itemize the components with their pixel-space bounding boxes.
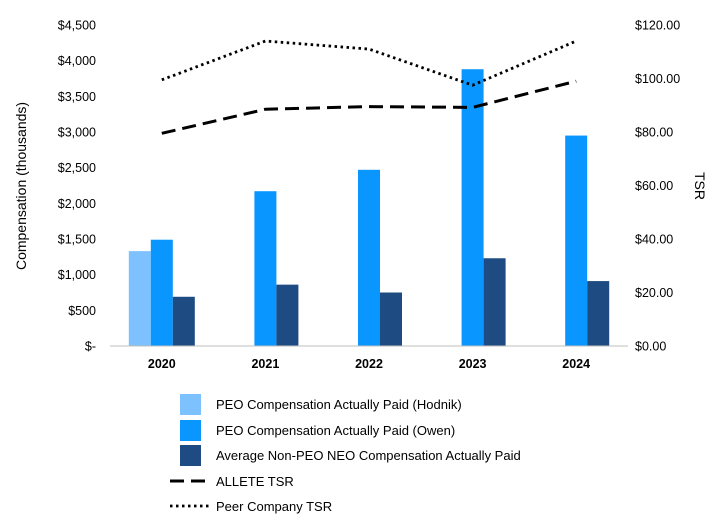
y-tick-label-4: $2,000 (58, 197, 96, 211)
y2-tick-label-0: $0.00 (635, 340, 666, 354)
bar-2022-series-1 (358, 169, 380, 346)
y2-axis-title: TSR (692, 172, 708, 200)
y-tick-label-5: $2,500 (58, 161, 96, 175)
y2-tick-label-4: $80.00 (635, 126, 673, 140)
bar-2023-series-2 (483, 258, 506, 346)
legend-label-4: Peer Company TSR (216, 499, 332, 514)
y-tick-label-1: $500 (68, 304, 96, 318)
bars (128, 69, 610, 346)
bar-2020-series-1 (150, 239, 173, 346)
y-tick-label-7: $3,500 (58, 90, 96, 104)
x-axis-labels: 2020 2021 2022 2023 2024 (148, 357, 590, 371)
x-tick-label-0: 2020 (148, 357, 176, 371)
legend-label-2: Average Non-PEO NEO Compensation Actuall… (216, 448, 521, 463)
legend-label-3: ALLETE TSR (216, 474, 294, 489)
y-axis-title: Compensation (thousands) (13, 102, 29, 270)
y-tick-label-8: $4,000 (58, 54, 96, 68)
bar-2024-series-1 (565, 135, 588, 346)
legend-label-1: PEO Compensation Actually Paid (Owen) (216, 423, 455, 438)
bar-2022-series-2 (380, 292, 402, 346)
x-tick-label-2: 2022 (355, 357, 383, 371)
y-tick-label-6: $3,000 (58, 126, 96, 140)
y-tick-label-9: $4,500 (58, 19, 96, 33)
y2-tick-label-6: $120.00 (635, 19, 680, 33)
tsr-line-0 (161, 79, 577, 135)
y2-tick-label-3: $60.00 (635, 179, 673, 193)
bar-2020-series-2 (172, 296, 195, 346)
bar-2024-series-2 (587, 281, 610, 346)
y2-tick-label-5: $100.00 (635, 72, 680, 86)
bar-2021-series-1 (254, 191, 277, 346)
y-tick-label-3: $1,500 (58, 233, 96, 247)
bar-2021-series-2 (276, 284, 299, 346)
legend: PEO Compensation Actually Paid (Hodnik) P… (170, 394, 521, 514)
bar-2023-series-1 (461, 69, 484, 346)
bar-2020-series-0 (128, 251, 151, 346)
y2-tick-label-2: $40.00 (635, 233, 673, 247)
y-tick-label-0: $- (85, 340, 96, 354)
x-tick-label-4: 2024 (562, 357, 590, 371)
legend-swatch-1 (180, 420, 201, 441)
left-y-axis: $- $500 $1,000 $1,500 $2,000 $2,500 $3,000 $3,5… (58, 19, 96, 354)
right-y-axis: $0.00 $20.00 $40.00 $60.00 $80.00 $100.00 $120… (635, 19, 680, 354)
tsr-lines (161, 39, 577, 135)
legend-swatch-2 (180, 445, 201, 466)
x-tick-label-1: 2021 (251, 357, 279, 371)
legend-swatch-0 (180, 394, 201, 415)
legend-label-0: PEO Compensation Actually Paid (Hodnik) (216, 397, 462, 412)
x-tick-label-3: 2023 (459, 357, 487, 371)
y-tick-label-2: $1,000 (58, 268, 96, 282)
y2-tick-label-1: $20.00 (635, 286, 673, 300)
tsr-line-1 (161, 39, 577, 87)
